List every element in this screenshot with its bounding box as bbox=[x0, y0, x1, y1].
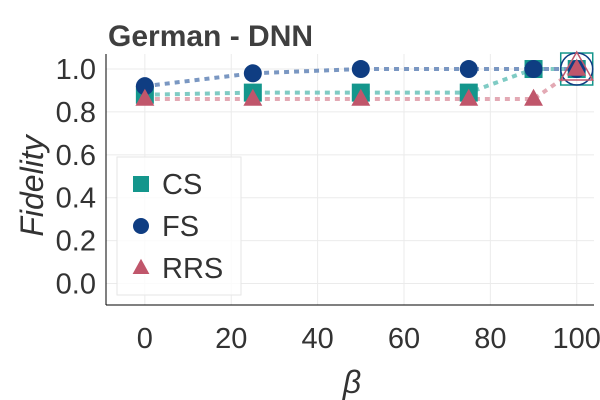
point-rrs bbox=[567, 58, 587, 76]
point-rrs-outline bbox=[559, 50, 595, 81]
point-fs bbox=[459, 60, 478, 79]
legend-label-rrs: RRS bbox=[162, 253, 223, 285]
point-fs bbox=[351, 60, 370, 79]
point-rrs bbox=[135, 88, 155, 106]
y-tick-label: 0.6 bbox=[56, 140, 96, 172]
legend-label-fs: FS bbox=[162, 211, 199, 243]
y-axis-label: Fidelity bbox=[14, 133, 50, 236]
chart-title: German - DNN bbox=[108, 20, 313, 53]
point-rrs bbox=[459, 88, 479, 106]
legend-marker-rrs bbox=[132, 258, 150, 274]
y-tick-label: 0.4 bbox=[56, 183, 96, 215]
y-tick-label: 0.0 bbox=[56, 269, 96, 301]
y-tick-label: 0.8 bbox=[56, 97, 96, 129]
point-fs bbox=[135, 77, 154, 96]
series-line-fs bbox=[144, 67, 577, 89]
point-fs bbox=[524, 60, 543, 79]
x-tick-label: 0 bbox=[137, 323, 153, 355]
x-tick-labels: 0 20 40 60 80 100 bbox=[137, 323, 600, 355]
y-tick-labels: 0.0 0.2 0.4 0.6 0.8 1.0 bbox=[56, 54, 96, 301]
point-rrs bbox=[524, 88, 543, 106]
x-axis-label: β bbox=[342, 364, 361, 400]
legend: CS FS RRS bbox=[116, 156, 242, 296]
x-tick-label: 60 bbox=[388, 323, 420, 355]
x-tick-label: 40 bbox=[301, 323, 333, 355]
y-tick-label: 0.2 bbox=[56, 226, 96, 258]
legend-label-cs: CS bbox=[162, 169, 202, 201]
y-tick-label: 1.0 bbox=[56, 54, 96, 86]
x-tick-label: 80 bbox=[474, 323, 506, 355]
point-rrs bbox=[243, 88, 263, 106]
series-markers bbox=[135, 50, 595, 106]
x-tick-label: 100 bbox=[553, 323, 600, 355]
point-rrs bbox=[351, 88, 371, 106]
point-fs bbox=[243, 64, 262, 83]
legend-marker-cs bbox=[133, 176, 149, 192]
legend-marker-fs bbox=[133, 218, 149, 234]
axes bbox=[105, 54, 594, 306]
x-tick-label: 20 bbox=[215, 323, 247, 355]
